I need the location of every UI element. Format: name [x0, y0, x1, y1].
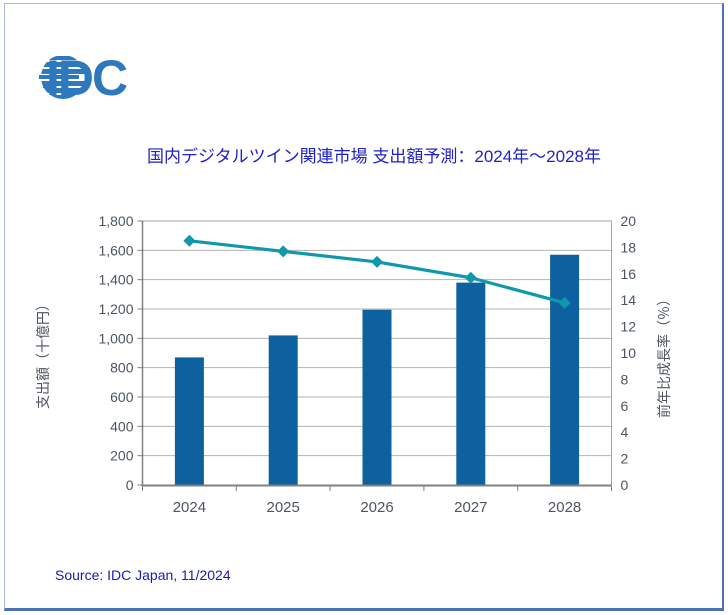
- y-axis-tick-label: 400: [110, 418, 134, 434]
- right-axis-title: 前年比成長率（％）: [656, 292, 672, 418]
- y2-axis-tick-label: 2: [621, 451, 629, 467]
- y-axis-tick-label: 1,200: [98, 301, 133, 317]
- growth-marker-2027: [464, 271, 477, 284]
- y-axis-tick-label: 1,400: [98, 272, 133, 288]
- bar-2025: [268, 335, 298, 485]
- y-axis-tick-label: 200: [110, 448, 134, 464]
- y2-axis-tick-label: 12: [621, 319, 637, 335]
- y2-axis-tick-label: 14: [621, 292, 637, 308]
- y2-axis-tick-label: 10: [621, 345, 637, 361]
- y-axis-tick-label: 1,600: [98, 242, 133, 258]
- left-axis-title: 支出額（十億円）: [35, 297, 51, 409]
- y-axis-tick-label: 800: [110, 360, 134, 376]
- y2-axis-tick-label: 6: [621, 398, 629, 414]
- bar-2028: [550, 254, 580, 485]
- y2-axis-tick-label: 16: [621, 266, 637, 282]
- idc-logo: IDC: [39, 53, 128, 103]
- bar-2024: [174, 357, 204, 485]
- y-axis-tick-label: 1,000: [98, 330, 133, 346]
- y2-axis-tick-label: 8: [621, 371, 629, 387]
- bar-2027: [456, 282, 486, 485]
- y2-axis-tick-label: 0: [621, 477, 629, 493]
- y-axis-tick-label: 600: [110, 389, 134, 405]
- y-axis-tick-label: 0: [126, 477, 134, 493]
- source-note: Source: IDC Japan, 11/2024: [55, 567, 231, 583]
- growth-marker-2026: [371, 255, 383, 268]
- bar-2026: [362, 309, 392, 485]
- growth-marker-2028: [558, 296, 571, 309]
- idc-globe-icon: [39, 56, 85, 99]
- y-axis-tick-label: 1,800: [98, 213, 133, 229]
- x-axis-label-2024: 2024: [173, 499, 206, 516]
- y2-axis-tick-label: 20: [621, 213, 637, 229]
- x-axis-label-2027: 2027: [454, 499, 487, 516]
- y2-axis-tick-label: 4: [621, 424, 629, 440]
- x-axis-label-2025: 2025: [267, 499, 300, 516]
- chart-title: 国内デジタルツイン関連市場 支出額予測：2024年～2028年: [146, 147, 602, 166]
- x-axis-label-2028: 2028: [548, 499, 581, 516]
- growth-marker-2024: [183, 234, 196, 247]
- growth-marker-2025: [277, 245, 290, 258]
- x-axis-label-2026: 2026: [360, 499, 393, 516]
- y2-axis-tick-label: 18: [621, 239, 637, 255]
